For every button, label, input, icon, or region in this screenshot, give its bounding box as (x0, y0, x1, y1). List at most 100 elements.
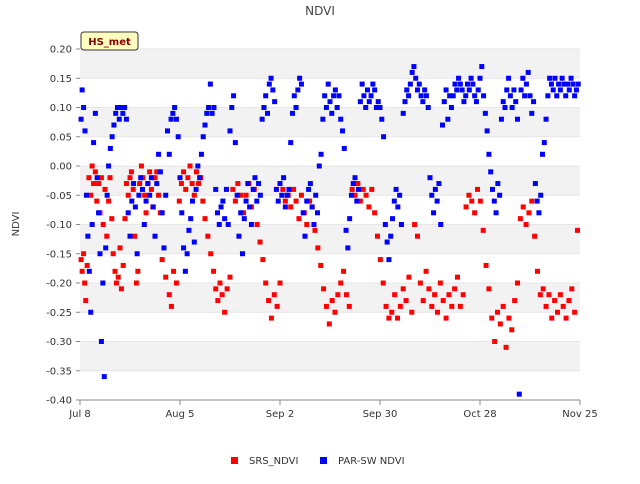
data-point (128, 169, 134, 175)
data-point (291, 93, 297, 99)
data-point (491, 198, 497, 204)
data-point (224, 286, 230, 292)
data-point (329, 298, 335, 304)
data-point (206, 105, 212, 110)
data-point (148, 186, 154, 192)
data-point (434, 198, 440, 204)
data-point (425, 105, 431, 110)
data-point (459, 87, 465, 93)
data-point (500, 303, 506, 309)
data-point (274, 303, 280, 309)
data-point (469, 198, 475, 204)
data-point (86, 175, 92, 181)
data-point (266, 298, 272, 304)
data-point (461, 99, 467, 105)
data-point (479, 64, 485, 70)
data-point (83, 298, 89, 304)
data-point (345, 245, 351, 251)
data-point (349, 186, 355, 192)
data-point (273, 186, 279, 192)
data-point (325, 81, 331, 87)
data-point (340, 128, 345, 134)
data-point (454, 87, 460, 93)
data-point (140, 186, 145, 192)
data-point (163, 192, 169, 198)
data-point (352, 175, 358, 181)
data-point (480, 227, 486, 233)
data-point (257, 192, 263, 198)
data-point (483, 262, 489, 268)
data-point (219, 292, 225, 298)
data-point (127, 175, 133, 181)
data-point (460, 292, 466, 298)
data-point (177, 175, 183, 181)
data-point (78, 116, 84, 122)
data-point (360, 186, 366, 192)
data-point (198, 151, 204, 157)
legend-swatch-parsw (320, 457, 327, 464)
data-point (291, 186, 297, 192)
data-point (110, 251, 116, 257)
data-point (356, 186, 362, 192)
data-point (200, 134, 206, 140)
data-point (318, 151, 324, 157)
data-point (488, 169, 494, 175)
data-point (265, 110, 270, 116)
data-point (563, 93, 569, 99)
data-point (282, 204, 288, 210)
data-point (216, 222, 222, 227)
data-point (403, 298, 409, 304)
data-point (312, 227, 318, 233)
data-point (148, 175, 154, 181)
data-point (379, 116, 385, 122)
data-point (504, 87, 510, 93)
data-point (423, 93, 429, 99)
data-point (213, 186, 219, 192)
data-point (309, 204, 315, 210)
data-point (355, 181, 361, 187)
data-point (79, 268, 85, 274)
data-point (418, 93, 424, 99)
data-point (329, 110, 335, 116)
data-point (284, 192, 290, 198)
data-point (441, 99, 447, 105)
data-point (486, 286, 492, 292)
data-point (346, 303, 352, 309)
data-point (243, 198, 249, 204)
data-point (475, 87, 481, 93)
data-point (307, 198, 313, 204)
data-point (316, 163, 322, 169)
data-point (475, 186, 480, 192)
data-point (455, 274, 460, 280)
data-point (509, 105, 515, 110)
data-point (86, 268, 92, 274)
data-point (411, 64, 417, 70)
data-point (79, 87, 85, 93)
data-point (254, 198, 260, 204)
data-point (156, 192, 162, 198)
data-point (326, 321, 332, 327)
data-point (260, 257, 266, 263)
data-point (223, 186, 229, 192)
data-point (477, 198, 483, 204)
data-point (271, 292, 277, 298)
plot-band (80, 253, 580, 283)
y-tick-label: -0.20 (46, 279, 72, 290)
data-point (495, 309, 500, 315)
data-point (429, 303, 435, 309)
data-point (227, 274, 233, 280)
data-point (288, 204, 294, 210)
y-tick-label: -0.25 (46, 308, 72, 319)
data-point (536, 210, 542, 216)
data-point (409, 69, 415, 75)
data-point (191, 192, 197, 198)
data-point (232, 140, 238, 146)
data-point (366, 204, 372, 210)
data-point (363, 105, 369, 110)
data-point (115, 274, 121, 280)
data-point (222, 216, 228, 222)
data-point (361, 93, 367, 99)
data-point (568, 75, 574, 81)
data-point (417, 280, 423, 286)
